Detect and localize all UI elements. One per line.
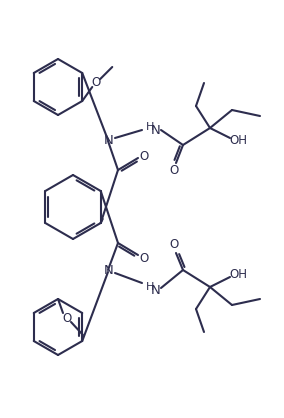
- Text: OH: OH: [229, 135, 247, 148]
- Text: OH: OH: [229, 268, 247, 280]
- Text: H: H: [146, 282, 154, 292]
- Text: N: N: [104, 133, 114, 146]
- Text: O: O: [139, 150, 149, 163]
- Text: N: N: [151, 123, 161, 137]
- Text: O: O: [139, 252, 149, 265]
- Text: N: N: [104, 263, 114, 276]
- Text: O: O: [169, 239, 179, 252]
- Text: O: O: [62, 313, 72, 326]
- Text: O: O: [169, 165, 179, 178]
- Text: N: N: [151, 283, 161, 296]
- Text: O: O: [92, 76, 101, 89]
- Text: H: H: [146, 122, 154, 132]
